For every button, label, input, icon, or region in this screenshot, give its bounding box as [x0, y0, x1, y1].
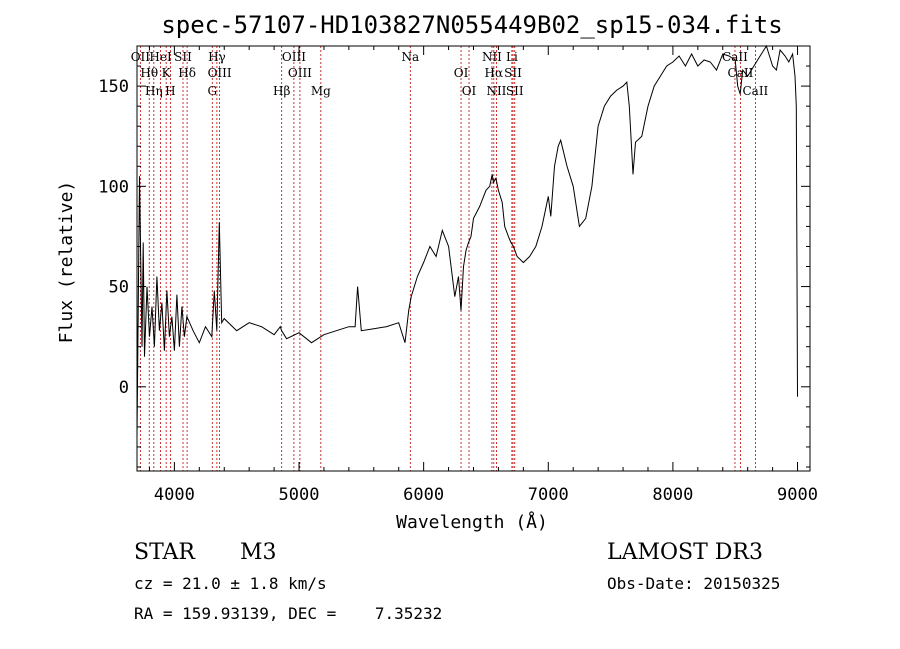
spectral-line-label: CaII — [728, 66, 754, 80]
spectral-line-label: Hη — [145, 84, 163, 98]
y-axis-label: Flux (relative) — [56, 181, 77, 344]
redshift-velocity: cz = 21.0 ± 1.8 km/s — [134, 574, 327, 593]
spectral-lines — [139, 46, 756, 471]
spectral-line-label: Na — [401, 50, 419, 64]
x-tick-label: 8000 — [652, 485, 693, 505]
spectral-line-label: NII — [486, 84, 506, 98]
x-axis-label: Wavelength (Å) — [396, 511, 548, 533]
spectral-line-label: Hγ — [208, 50, 226, 64]
spectral-line-label: CaII — [722, 50, 748, 64]
y-tick-label: 100 — [98, 177, 129, 197]
spectral-line-label: SII — [504, 66, 522, 80]
spectral-line-label: G — [207, 84, 217, 98]
spectrum-series-line — [136, 44, 798, 437]
spectral-line-label: NII — [482, 50, 502, 64]
survey-name: LAMOST DR3 — [607, 540, 763, 565]
y-tick-label: 50 — [109, 278, 129, 298]
sky-coordinates: RA = 159.93139, DEC = 7.35232 — [134, 604, 443, 623]
spectral-line-label: H — [165, 84, 175, 98]
x-tick-label: 6000 — [403, 485, 444, 505]
object-class: STAR — [134, 540, 195, 565]
x-tick-label: 4000 — [154, 485, 195, 505]
spectral-line-label: CaII — [742, 84, 768, 98]
spectral-line-label: Hβ — [273, 84, 290, 98]
observation-date: Obs-Date: 20150325 — [607, 574, 781, 593]
spectral-line-label: Hδ — [178, 66, 196, 80]
x-tick-label: 5000 — [279, 485, 320, 505]
spectral-line-label: Hθ — [140, 66, 158, 80]
x-tick-label: 9000 — [777, 485, 818, 505]
y-tick-label: 150 — [98, 77, 129, 97]
spectral-line-label: OII — [131, 50, 151, 64]
spectral-line-label: SII — [506, 84, 524, 98]
y-tick-label: 0 — [119, 378, 129, 398]
spectral-line-labels: OII Hθ Hη HeI KH SII Hδ G Hγ OIII Hβ OIII OIII Mg Na OI… — [131, 50, 769, 98]
spectral-line-label: OIII — [282, 50, 306, 64]
spectral-line-label: Li — [506, 50, 518, 64]
chart-title: spec-57107-HD103827N055449B02_sp15-034.f… — [161, 11, 782, 39]
axis-ticks: 4000 5000 6000 7000 8000 9000 0 50 100 150 — [98, 45, 818, 505]
spectral-line-label: OIII — [208, 66, 232, 80]
spectral-line-label: HeI — [149, 50, 172, 64]
spectral-line-label: OI — [462, 84, 477, 98]
spectral-line-label: K — [162, 66, 172, 80]
plot-frame — [136, 45, 811, 472]
spectral-line-label: Mg — [311, 84, 331, 98]
spectral-line-label: Hα — [485, 66, 504, 80]
x-tick-label: 7000 — [528, 485, 569, 505]
spectral-line-label: SII — [174, 50, 192, 64]
object-subclass: M3 — [240, 540, 277, 565]
spectral-line-label: OIII — [288, 66, 312, 80]
spectral-line-label: OI — [454, 66, 469, 80]
